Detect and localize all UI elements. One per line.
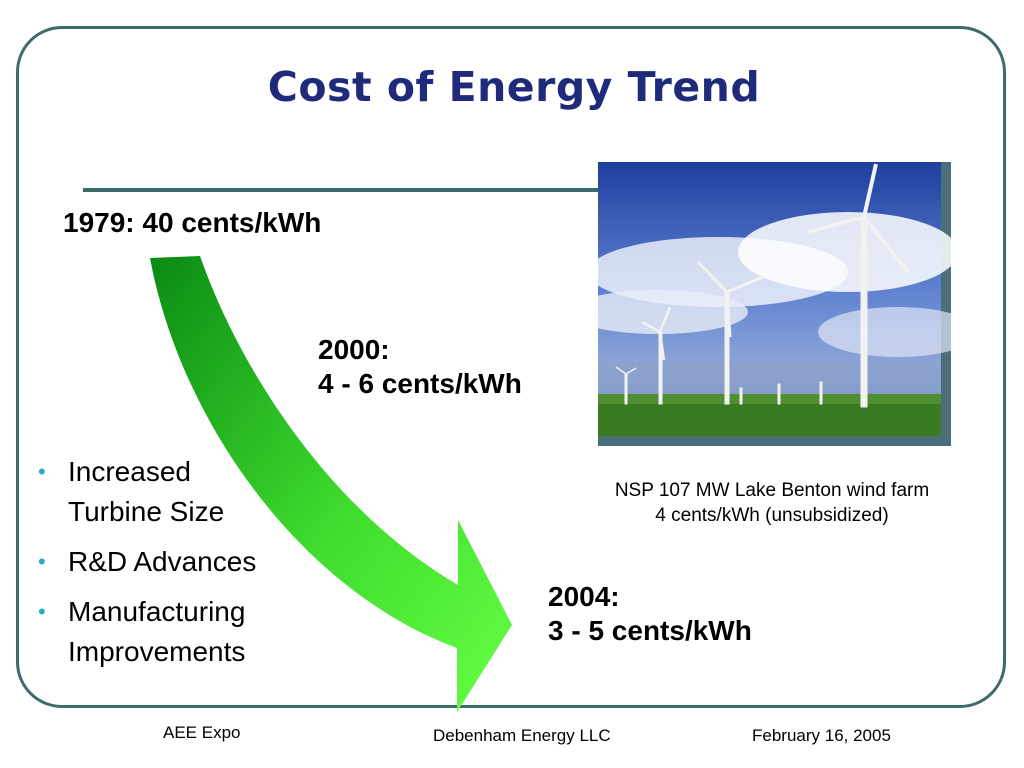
milestone-2000-cost: 4 - 6 cents/kWh bbox=[318, 368, 522, 399]
milestone-2000-year: 2000: bbox=[318, 334, 390, 365]
milestone-2004: 2004: 3 - 5 cents/kWh bbox=[548, 580, 752, 648]
bullet-item-manufacturing: • Manufacturing Improvements bbox=[30, 592, 320, 672]
footer-company: Debenham Energy LLC bbox=[433, 726, 611, 745]
bullet-dot-icon: • bbox=[38, 599, 46, 624]
milestone-2000: 2000: 4 - 6 cents/kWh bbox=[318, 333, 522, 401]
bullet-dot-icon: • bbox=[38, 549, 46, 574]
milestone-2004-cost: 3 - 5 cents/kWh bbox=[548, 615, 752, 646]
photo-caption-line2: 4 cents/kWh (unsubsidized) bbox=[655, 505, 889, 526]
bullet-text: Improvements bbox=[68, 636, 246, 667]
slide-frame: Cost of Energy Trend bbox=[16, 26, 1006, 708]
footer-event: AEE Expo bbox=[163, 723, 241, 742]
photo-caption: NSP 107 MW Lake Benton wind farm 4 cents… bbox=[560, 478, 984, 528]
arrow-shape bbox=[150, 256, 512, 712]
bullet-list: • Increased Turbine Size • R&D Advances … bbox=[30, 452, 320, 682]
footer-date: February 16, 2005 bbox=[752, 726, 891, 745]
title-divider bbox=[83, 188, 603, 192]
bullet-text: Turbine Size bbox=[68, 496, 225, 527]
wind-farm-photo bbox=[598, 162, 951, 446]
bullet-item-turbine-size: • Increased Turbine Size bbox=[30, 452, 320, 532]
bullet-text: R&D Advances bbox=[68, 546, 257, 577]
milestone-2004-year: 2004: bbox=[548, 581, 620, 612]
bullet-dot-icon: • bbox=[38, 459, 46, 484]
bullet-text: Manufacturing bbox=[68, 596, 246, 627]
milestone-1979: 1979: 40 cents/kWh bbox=[63, 207, 322, 238]
bullet-item-rd-advances: • R&D Advances bbox=[30, 542, 320, 582]
photo-caption-line1: NSP 107 MW Lake Benton wind farm bbox=[614, 480, 930, 501]
slide-title: Cost of Energy Trend bbox=[267, 63, 761, 111]
bullet-text: Increased bbox=[68, 456, 191, 487]
